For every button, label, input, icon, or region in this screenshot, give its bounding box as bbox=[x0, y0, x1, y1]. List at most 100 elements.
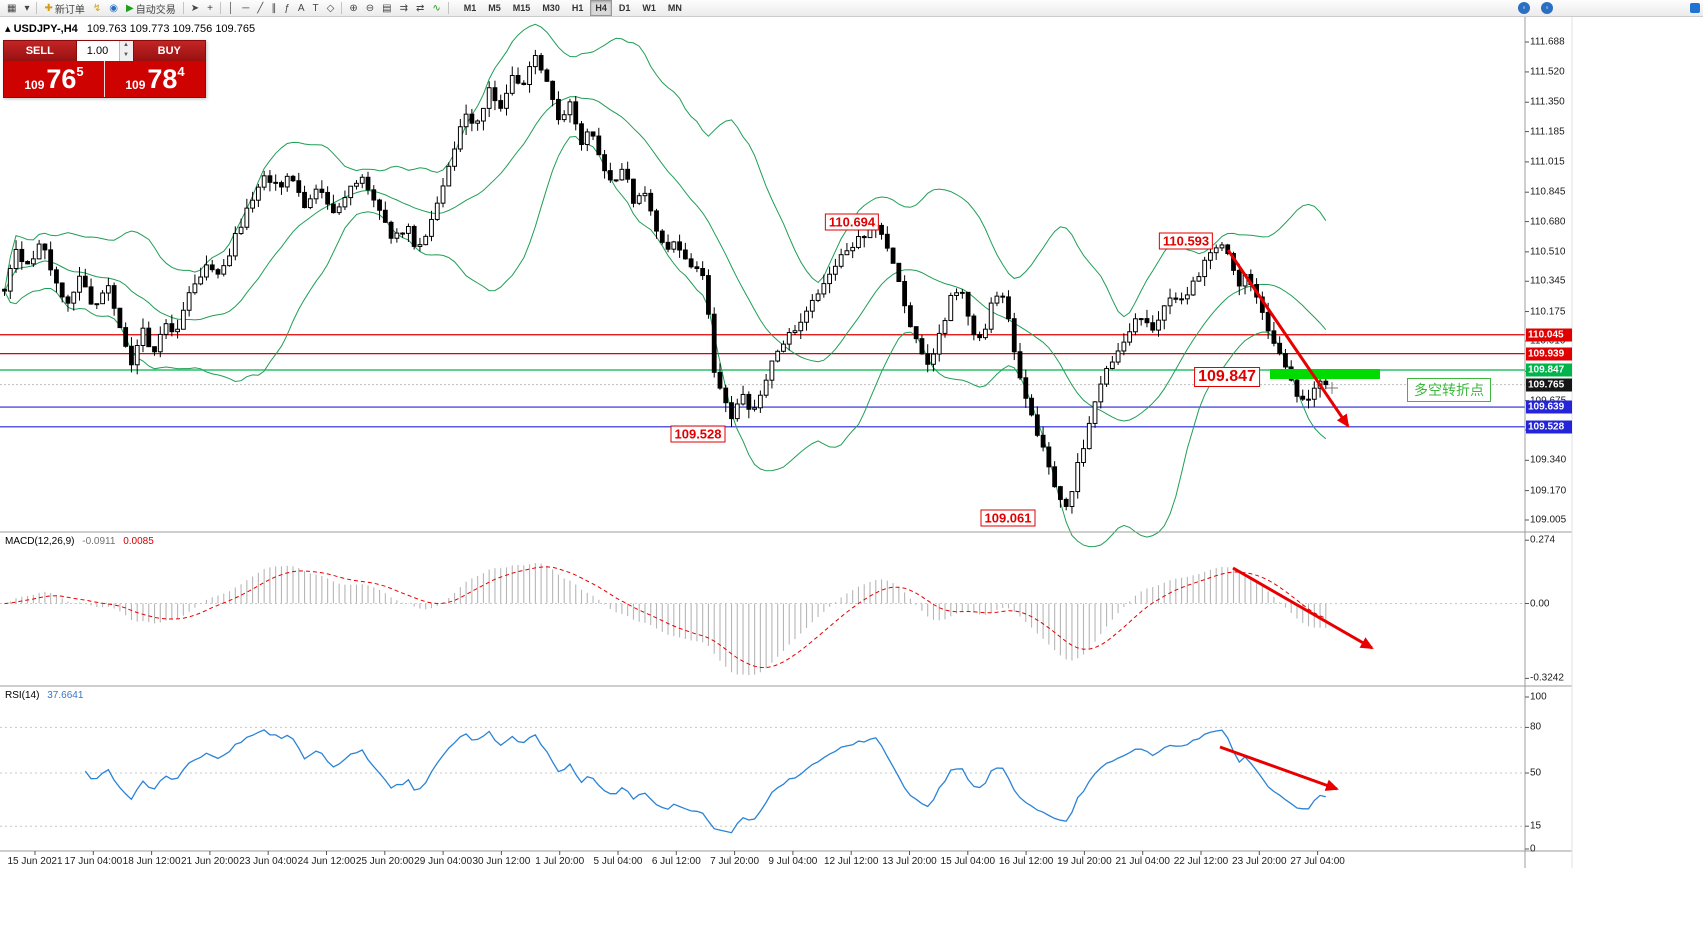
price-annotation[interactable]: 109.528 bbox=[670, 425, 726, 443]
quick-trade-icon-icon: ↯ bbox=[92, 2, 102, 14]
time-axis-label: 21 Jun 20:00 bbox=[180, 856, 239, 867]
zoom-in-button[interactable]: ⊕ bbox=[345, 0, 361, 17]
crosshair-tool[interactable]: + bbox=[203, 0, 217, 17]
time-axis-label: 18 Jun 12:00 bbox=[122, 856, 181, 867]
rsi-axis-label: 50 bbox=[1530, 767, 1542, 779]
price-tag-110.045: 110.045 bbox=[1526, 328, 1572, 342]
macd-axis-label: 0.00 bbox=[1530, 598, 1550, 609]
time-axis-label: 21 Jul 04:00 bbox=[1115, 856, 1170, 867]
macd-indicator-label: MACD(12,26,9) -0.0911 0.0085 bbox=[5, 536, 154, 547]
fibonacci-tool[interactable]: ƒ bbox=[280, 0, 294, 17]
vertical-line-tool[interactable]: │ bbox=[224, 0, 238, 17]
text-tool[interactable]: A bbox=[294, 0, 309, 17]
price-axis-label: 109.005 bbox=[1530, 514, 1567, 526]
buy-price-pip: 4 bbox=[177, 64, 185, 79]
price-axis-label: 109.340 bbox=[1530, 454, 1567, 466]
horizontal-line-tool[interactable]: ─ bbox=[238, 0, 253, 17]
time-axis-label: 23 Jun 04:00 bbox=[239, 856, 298, 867]
autotrading-button-icon: ▶ bbox=[126, 2, 134, 14]
label-tool[interactable]: T bbox=[309, 0, 323, 17]
notifications-icon[interactable] bbox=[1690, 3, 1700, 13]
price-annotation[interactable]: 109.061 bbox=[980, 509, 1036, 527]
timeframe-switcher: M1 M5 M15 M30 H1 H4 D1 W1 MN bbox=[458, 0, 688, 16]
price-tag-109.765: 109.765 bbox=[1526, 378, 1572, 392]
time-axis-label: 30 Jun 12:00 bbox=[472, 856, 531, 867]
oneclick-collapse-icon[interactable]: ▴ bbox=[5, 23, 11, 35]
shapes-tool[interactable]: ◇ bbox=[323, 0, 339, 17]
trendline-tool[interactable]: ╱ bbox=[253, 0, 267, 17]
time-axis-label: 15 Jun 2021 bbox=[7, 856, 63, 867]
price-tag-109.639: 109.639 bbox=[1526, 400, 1572, 414]
tile-windows-button[interactable]: ▤ bbox=[378, 0, 395, 17]
volume-down-button[interactable]: ▼ bbox=[119, 51, 133, 61]
rsi-title: RSI(14) bbox=[5, 690, 40, 701]
vertical-line-tool-icon: │ bbox=[227, 2, 235, 14]
community-icon[interactable]: ◦ bbox=[1518, 2, 1530, 14]
price-axis-label: 111.350 bbox=[1530, 96, 1565, 108]
buy-price-big: 78 bbox=[147, 64, 178, 94]
volume-input[interactable]: 1.00 bbox=[86, 45, 109, 57]
mql5-community-icon[interactable]: ◉ bbox=[105, 0, 122, 17]
new-order-button[interactable]: ✚ 新订单 bbox=[40, 0, 88, 17]
buy-button[interactable]: BUY bbox=[133, 41, 205, 61]
macd-signal-value: 0.0085 bbox=[123, 536, 154, 547]
zoom-out-button[interactable]: ⊖ bbox=[362, 0, 378, 17]
rsi-value: 37.6641 bbox=[47, 690, 84, 701]
cursor-tool[interactable]: ➤ bbox=[187, 0, 203, 17]
trendline-tool-icon: ╱ bbox=[257, 2, 264, 14]
price-tag-109.847: 109.847 bbox=[1526, 363, 1572, 377]
price-annotation[interactable]: 110.694 bbox=[824, 213, 880, 231]
autotrading-button[interactable]: ▶ 自动交易 bbox=[122, 0, 180, 17]
mql5-community-icon-icon: ◉ bbox=[109, 2, 118, 14]
new-chart-button[interactable]: ▦ bbox=[3, 0, 20, 17]
chat-icon[interactable]: ◦ bbox=[1541, 2, 1553, 14]
buy-price-prefix: 109 bbox=[125, 78, 146, 92]
toolbar-separator bbox=[341, 2, 343, 14]
horizontal-line-tool-icon: ─ bbox=[242, 2, 250, 14]
time-axis-label: 22 Jul 12:00 bbox=[1173, 856, 1229, 867]
macd-axis-label: 0.274 bbox=[1530, 534, 1556, 546]
time-axis-label: 5 Jul 04:00 bbox=[593, 856, 643, 867]
timeframe-m30[interactable]: M30 bbox=[542, 3, 560, 13]
price-axis-label: 110.175 bbox=[1530, 306, 1566, 318]
timeframe-h1[interactable]: H1 bbox=[571, 3, 584, 13]
turning-point-label[interactable]: 多空转折点 bbox=[1407, 378, 1491, 402]
price-annotation[interactable]: 110.593 bbox=[1158, 232, 1214, 250]
rsi-indicator-label: RSI(14) 37.6641 bbox=[5, 690, 83, 701]
timeframe-mn[interactable]: MN bbox=[667, 3, 682, 13]
indicators-button-icon: ∿ bbox=[432, 2, 441, 14]
price-tag-109.528: 109.528 bbox=[1526, 420, 1572, 434]
chart-shift-button[interactable]: ⇄ bbox=[412, 0, 428, 17]
shapes-tool-icon: ◇ bbox=[326, 2, 335, 14]
text-tool-icon: A bbox=[297, 2, 305, 14]
timeframe-h4[interactable]: H4 bbox=[590, 0, 612, 16]
zoom-out-button-icon: ⊖ bbox=[365, 2, 375, 14]
time-axis-label: 29 Jun 04:00 bbox=[414, 856, 473, 867]
timeframe-d1[interactable]: D1 bbox=[618, 3, 631, 13]
auto-scroll-button-icon: ⇉ bbox=[399, 2, 408, 14]
volume-up-button[interactable]: ▲ bbox=[119, 41, 133, 51]
time-axis-label: 1 Jul 20:00 bbox=[535, 856, 585, 867]
quick-trade-icon[interactable]: ↯ bbox=[89, 0, 105, 17]
timeframe-m1[interactable]: M1 bbox=[463, 3, 477, 13]
time-axis-label: 7 Jul 20:00 bbox=[710, 856, 760, 867]
channel-tool[interactable]: ∥ bbox=[267, 0, 280, 17]
price-annotation[interactable]: 109.847 bbox=[1194, 367, 1260, 387]
symbol-ohlc-header: ▴ USDJPY-,H4 109.763 109.773 109.756 109… bbox=[5, 22, 255, 35]
new-order-button-icon: ✚ bbox=[44, 2, 53, 14]
fibonacci-tool-icon: ƒ bbox=[284, 2, 290, 14]
zoom-in-button-icon: ⊕ bbox=[349, 2, 358, 14]
timeframe-m5[interactable]: M5 bbox=[488, 3, 501, 13]
auto-scroll-button[interactable]: ⇉ bbox=[396, 0, 412, 17]
buy-price-display[interactable]: 109 78 4 bbox=[105, 61, 205, 97]
sell-price-display[interactable]: 109 76 5 bbox=[4, 61, 105, 97]
sell-button[interactable]: SELL bbox=[4, 41, 76, 61]
tile-windows-button-icon: ▤ bbox=[382, 2, 392, 14]
timeframe-m15[interactable]: M15 bbox=[512, 3, 531, 13]
timeframe-w1[interactable]: W1 bbox=[642, 3, 656, 13]
chart-profiles-dropdown[interactable]: ▾ bbox=[20, 0, 33, 17]
chart-area[interactable]: ▴ USDJPY-,H4 109.763 109.773 109.756 109… bbox=[0, 17, 1703, 942]
rsi-axis-label: 100 bbox=[1530, 691, 1547, 703]
indicators-button[interactable]: ∿ bbox=[428, 0, 444, 17]
